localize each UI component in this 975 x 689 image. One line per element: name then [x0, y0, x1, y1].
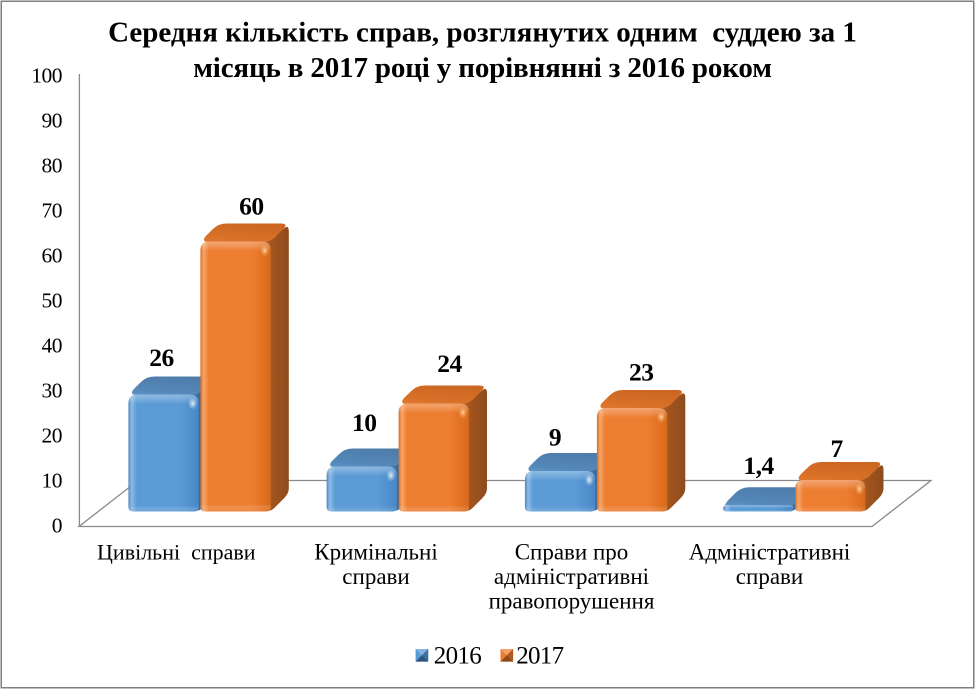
svg-text:100: 100 [31, 64, 62, 88]
svg-text:місяць в 2017 році у порівнянн: місяць в 2017 році у порівнянні з 2016 р… [193, 52, 772, 84]
svg-text:адміністративні: адміністративні [494, 564, 649, 589]
svg-text:30: 30 [42, 379, 63, 403]
svg-text:2016: 2016 [434, 642, 481, 669]
svg-text:7: 7 [830, 434, 843, 463]
svg-text:40: 40 [42, 334, 63, 358]
svg-text:Справи про: Справи про [515, 539, 629, 564]
svg-text:60: 60 [239, 192, 264, 221]
svg-text:26: 26 [149, 343, 174, 372]
svg-text:50: 50 [42, 289, 63, 313]
svg-text:80: 80 [42, 154, 63, 178]
svg-text:Середня кількість справ, розгл: Середня кількість справ, розглянутих одн… [108, 17, 857, 49]
svg-text:справи: справи [736, 564, 803, 589]
svg-text:2017: 2017 [516, 642, 563, 669]
svg-text:справи: справи [342, 564, 409, 589]
svg-text:20: 20 [42, 424, 63, 448]
svg-text:60: 60 [42, 244, 63, 268]
svg-text:1,4: 1,4 [743, 451, 774, 480]
svg-text:правопорушення: правопорушення [489, 588, 655, 613]
svg-text:23: 23 [629, 358, 654, 387]
svg-text:0: 0 [52, 514, 62, 538]
svg-text:10: 10 [42, 469, 63, 493]
svg-text:70: 70 [42, 199, 63, 223]
svg-text:24: 24 [437, 349, 462, 378]
svg-text:Адміністративні: Адміністративні [689, 539, 851, 564]
svg-text:10: 10 [352, 408, 377, 437]
svg-text:9: 9 [549, 422, 561, 451]
svg-text:Кримінальні: Кримінальні [314, 539, 437, 564]
svg-text:Цивільні справи: Цивільні справи [97, 539, 256, 564]
svg-text:90: 90 [42, 109, 63, 133]
